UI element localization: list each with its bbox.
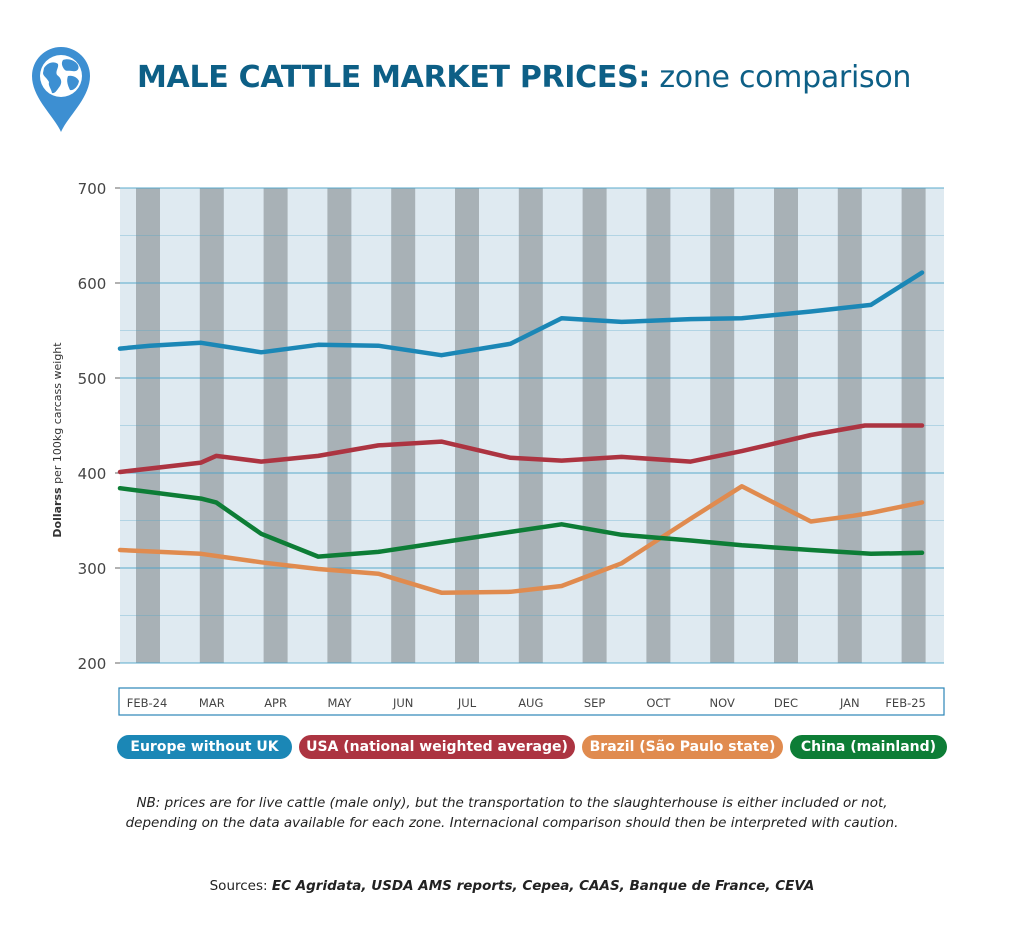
x-tick-sep: SEP xyxy=(584,696,606,710)
series-line-brazil xyxy=(117,484,925,595)
y-axis-ticks: 200 300 400 500 600 700 xyxy=(78,180,120,673)
sources-list: EC Agridata, USDA AMS reports, Cepea, CA… xyxy=(271,878,815,894)
legend-china: China (mainland) xyxy=(790,735,947,759)
y-tick-200: 200 xyxy=(78,655,107,673)
legend-usa: USA (national weighted average) xyxy=(299,735,575,759)
sources: Sources: EC Agridata, USDA AMS reports, … xyxy=(0,878,1024,894)
y-axis-label: Dollarss per 100kg carcass weight xyxy=(51,342,64,538)
x-tick-aug: AUG xyxy=(518,696,543,710)
footnote-line-1: NB: prices are for live cattle (male onl… xyxy=(136,795,888,811)
series-line-europe xyxy=(117,270,925,358)
x-tick-jan: JAN xyxy=(839,696,860,710)
y-tick-700: 700 xyxy=(78,180,107,198)
x-tick-feb-24: FEB-24 xyxy=(127,696,168,710)
legend-europe: Europe without UK xyxy=(117,735,292,759)
footnote-line-2: depending on the data available for each… xyxy=(125,815,899,831)
x-tick-apr: APR xyxy=(264,696,287,710)
x-tick-feb-25: FEB-25 xyxy=(885,696,926,710)
y-tick-500: 500 xyxy=(78,370,107,388)
x-tick-nov: NOV xyxy=(710,696,735,710)
legend-brazil: Brazil (São Paulo state) xyxy=(582,735,783,759)
globe-pin-icon xyxy=(32,47,90,132)
x-tick-dec: DEC xyxy=(774,696,798,710)
y-tick-600: 600 xyxy=(78,275,107,293)
footnote: NB: prices are for live cattle (male onl… xyxy=(0,793,1024,833)
x-tick-jun: JUN xyxy=(392,696,413,710)
sources-label: Sources: xyxy=(209,878,272,894)
x-axis-box xyxy=(118,687,945,716)
y-tick-400: 400 xyxy=(78,465,107,483)
series-lines xyxy=(117,270,925,595)
title-rest: zone comparison xyxy=(650,60,912,95)
series-line-china xyxy=(117,485,925,559)
x-axis-ticks: FEB-24 MAR APR MAY JUN JUL AUG SEP OCT NOV DEC JAN F… xyxy=(127,696,926,710)
series-line-usa xyxy=(117,423,925,475)
x-tick-oct: OCT xyxy=(646,696,671,710)
y-tick-300: 300 xyxy=(78,560,107,578)
line-chart: 200 300 400 500 600 700 FEB-24 MAR APR MAY JUN JUL… xyxy=(51,180,945,716)
x-tick-jul: JUL xyxy=(457,696,477,710)
x-tick-mar: MAR xyxy=(199,696,225,710)
page-title: MALE CATTLE MARKET PRICES: zone comparis… xyxy=(137,60,911,95)
title-bold: MALE CATTLE MARKET PRICES: xyxy=(137,60,651,95)
x-tick-may: MAY xyxy=(327,696,352,710)
chart-gridlines xyxy=(120,187,944,664)
